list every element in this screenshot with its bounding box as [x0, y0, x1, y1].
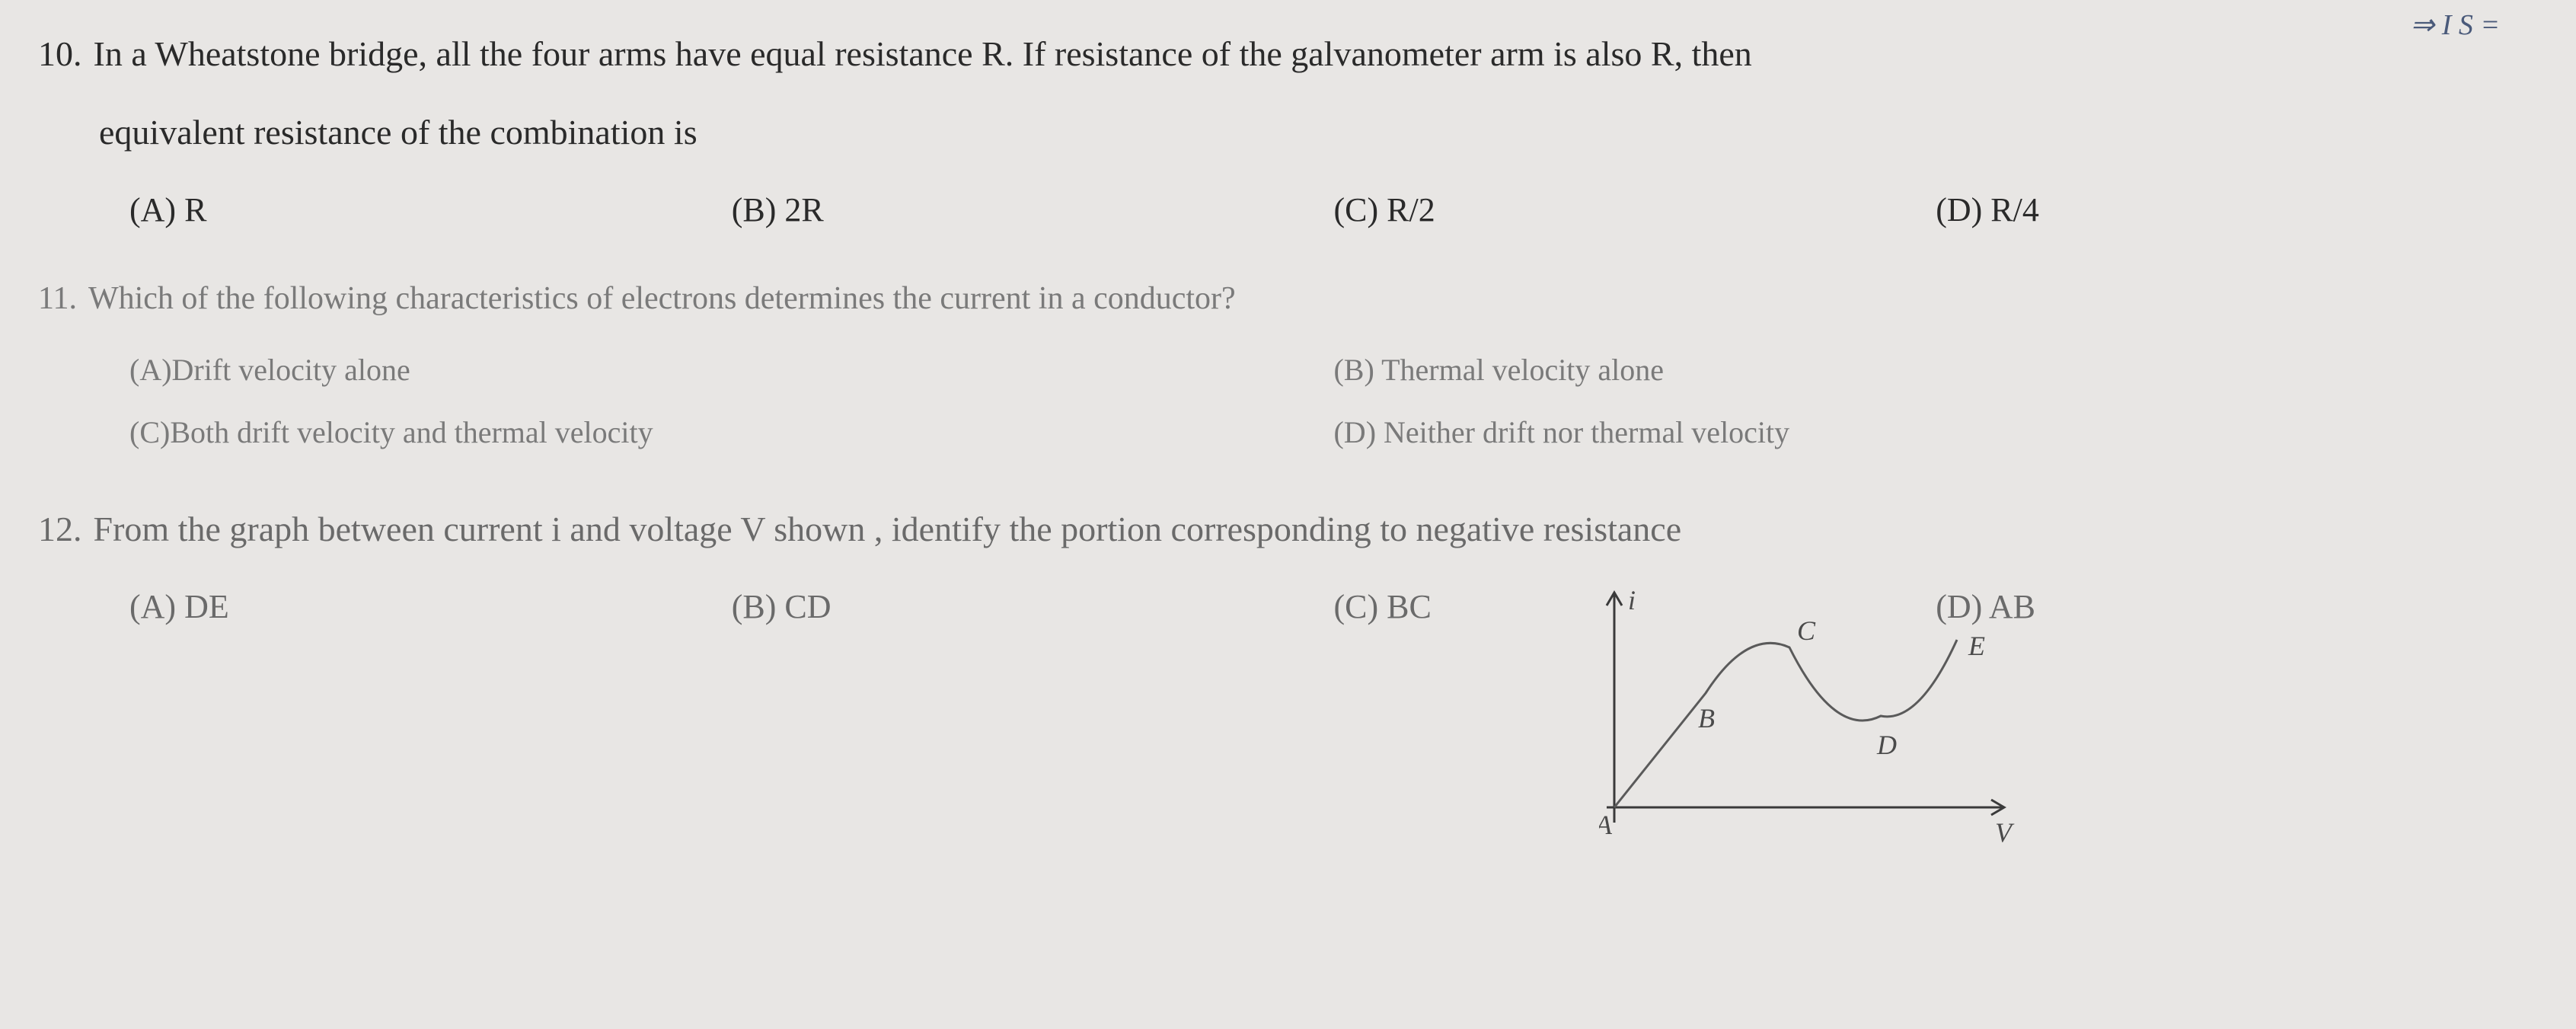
- svg-text:B: B: [1698, 703, 1715, 733]
- iv-curve-svg: i V A B C D E: [1599, 579, 2025, 853]
- option-11-b: (B) Thermal velocity alone: [1333, 343, 2489, 398]
- option-11-c: (C)Both drift velocity and thermal veloc…: [129, 405, 1285, 460]
- option-10-d: (D) R/4: [1936, 180, 2489, 240]
- option-11-d: (D) Neither drift nor thermal velocity: [1333, 405, 2489, 460]
- question-10-text: 10. In a Wheatstone bridge, all the four …: [38, 23, 2538, 86]
- option-12-b: (B) CD: [732, 577, 1285, 637]
- question-12-options: (A) DE (B) CD (C) BC (D) AB: [38, 577, 2538, 637]
- svg-text:i: i: [1628, 585, 1636, 615]
- question-11-options: (A)Drift velocity alone (B) Thermal velo…: [38, 343, 2538, 468]
- svg-text:C: C: [1797, 615, 1816, 646]
- question-12: 12. From the graph between current i and …: [38, 498, 2538, 637]
- question-12-line: From the graph between current i and vol…: [94, 510, 1682, 548]
- question-11-text: 11. Which of the following characteristic…: [38, 270, 2538, 328]
- option-10-c: (C) R/2: [1333, 180, 1887, 240]
- option-11-a: (A)Drift velocity alone: [129, 343, 1285, 398]
- svg-text:V: V: [1995, 817, 2015, 848]
- question-11-number: 11.: [38, 281, 77, 316]
- question-10-line1: In a Wheatstone bridge, all the four arm…: [94, 34, 1752, 73]
- svg-text:A: A: [1599, 810, 1613, 840]
- question-11-line: Which of the following characteristics o…: [88, 281, 1236, 316]
- question-10: 10. In a Wheatstone bridge, all the four …: [38, 23, 2538, 240]
- option-10-a: (A) R: [129, 180, 683, 240]
- question-11: 11. Which of the following characteristic…: [38, 270, 2538, 468]
- question-12-text: 12. From the graph between current i and …: [38, 498, 2538, 561]
- question-10-line2: equivalent resistance of the combination…: [38, 101, 2538, 165]
- question-12-number: 12.: [38, 510, 82, 548]
- svg-text:D: D: [1876, 730, 1897, 760]
- question-10-options: (A) R (B) 2R (C) R/2 (D) R/4: [38, 180, 2538, 240]
- svg-text:E: E: [1968, 631, 1985, 661]
- handwritten-annotation: ⇒ I S =: [2410, 8, 2500, 42]
- iv-graph: i V A B C D E: [1599, 579, 2025, 853]
- option-12-a: (A) DE: [129, 577, 683, 637]
- option-10-b: (B) 2R: [732, 180, 1285, 240]
- question-10-number: 10.: [38, 34, 82, 73]
